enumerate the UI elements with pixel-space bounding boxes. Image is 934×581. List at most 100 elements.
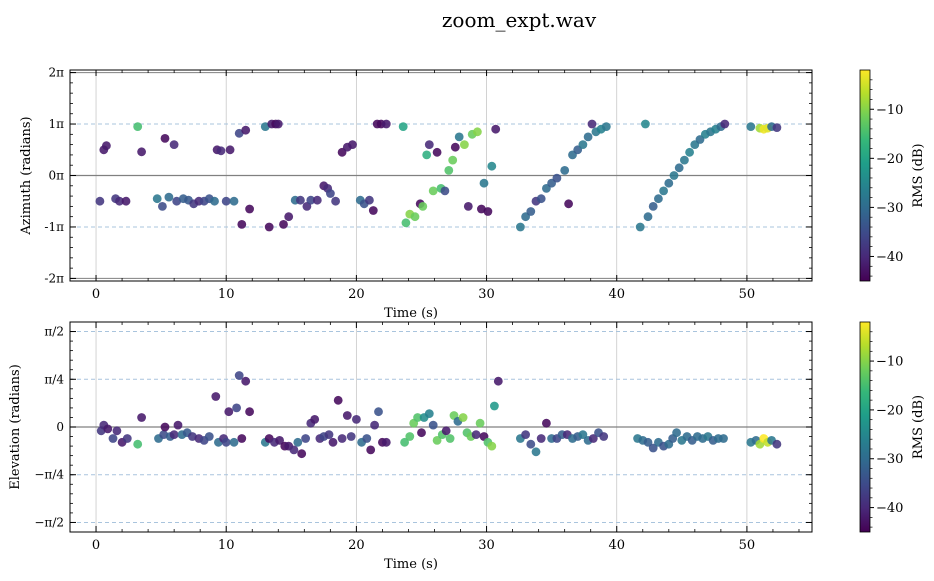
figure-title: zoom_expt.wav bbox=[442, 8, 597, 32]
data-point bbox=[635, 222, 645, 232]
data-point bbox=[491, 124, 501, 134]
colorbar-tick-label: −20 bbox=[876, 152, 903, 167]
data-point bbox=[531, 447, 541, 457]
y-tick-label: π/2 bbox=[44, 325, 64, 339]
data-point bbox=[441, 426, 451, 436]
data-point bbox=[473, 127, 482, 137]
data-point bbox=[564, 199, 573, 209]
data-point bbox=[133, 439, 143, 449]
data-point bbox=[578, 430, 588, 439]
data-point bbox=[381, 437, 391, 447]
data-point bbox=[400, 437, 409, 447]
data-point bbox=[526, 207, 536, 216]
data-point bbox=[521, 430, 530, 439]
x-tick-label: 30 bbox=[478, 538, 495, 553]
data-point bbox=[328, 437, 338, 447]
data-point bbox=[674, 163, 684, 173]
data-point bbox=[583, 132, 593, 142]
data-point bbox=[418, 202, 428, 211]
data-point bbox=[444, 166, 454, 175]
data-point bbox=[685, 147, 694, 157]
data-point bbox=[204, 432, 214, 441]
x-tick-label: 20 bbox=[348, 287, 365, 302]
data-point bbox=[588, 434, 598, 443]
x-tick-label: 20 bbox=[348, 538, 365, 553]
data-point bbox=[475, 418, 485, 428]
data-point bbox=[346, 432, 356, 441]
y-tick-label: π/4 bbox=[44, 372, 64, 386]
data-point bbox=[680, 155, 689, 165]
x-axis-label: Time (s) bbox=[384, 306, 438, 321]
colorbar-tick-label: −30 bbox=[876, 201, 903, 216]
data-point bbox=[746, 122, 756, 131]
colorbar-tick-label: −20 bbox=[876, 403, 903, 418]
y-tick-label: 1π bbox=[48, 117, 64, 131]
data-point bbox=[641, 119, 650, 129]
data-point bbox=[284, 212, 294, 222]
data-point bbox=[158, 202, 167, 211]
data-point bbox=[719, 434, 728, 443]
data-point bbox=[413, 413, 422, 422]
colorbar-tick-label: −40 bbox=[876, 501, 903, 516]
data-point bbox=[370, 420, 379, 430]
data-point bbox=[445, 434, 455, 443]
data-point bbox=[578, 140, 588, 150]
data-point bbox=[542, 418, 551, 428]
data-point bbox=[211, 392, 221, 401]
data-point bbox=[536, 194, 546, 204]
data-point bbox=[490, 401, 499, 411]
data-point bbox=[487, 441, 497, 451]
data-point bbox=[487, 161, 497, 171]
data-point bbox=[669, 171, 679, 180]
data-point bbox=[516, 222, 525, 232]
x-tick-label: 0 bbox=[92, 538, 100, 553]
data-point bbox=[102, 141, 111, 151]
data-point bbox=[103, 424, 113, 434]
data-point bbox=[432, 436, 442, 445]
colorbar-tick-label: −10 bbox=[876, 355, 903, 370]
data-point bbox=[289, 445, 299, 455]
y-tick-label: -2π bbox=[44, 271, 64, 285]
data-point bbox=[601, 122, 611, 131]
data-point bbox=[720, 119, 730, 129]
data-point bbox=[241, 125, 251, 135]
data-point bbox=[245, 204, 255, 214]
data-point bbox=[381, 119, 391, 129]
data-point bbox=[552, 173, 562, 183]
data-point bbox=[225, 145, 235, 155]
data-point bbox=[221, 196, 231, 206]
colorbar-tick-label: −10 bbox=[876, 103, 903, 118]
x-tick-label: 40 bbox=[608, 538, 625, 553]
data-point bbox=[648, 202, 658, 211]
colorbar-label: RMS (dB) bbox=[911, 395, 926, 459]
data-point bbox=[471, 430, 481, 439]
x-tick-label: 0 bbox=[92, 287, 100, 302]
x-tick-label: 10 bbox=[218, 287, 235, 302]
data-point bbox=[164, 192, 174, 202]
data-point bbox=[772, 123, 782, 132]
data-point bbox=[643, 212, 653, 222]
data-point bbox=[410, 212, 420, 222]
data-point bbox=[232, 403, 242, 413]
data-point bbox=[587, 119, 597, 129]
y-tick-label: 2π bbox=[48, 66, 64, 80]
data-point bbox=[241, 376, 251, 386]
data-point bbox=[428, 186, 438, 196]
data-point bbox=[245, 407, 255, 417]
data-point bbox=[172, 196, 182, 206]
data-point bbox=[115, 196, 124, 206]
data-point bbox=[224, 407, 234, 417]
data-point bbox=[424, 140, 434, 150]
data-point bbox=[648, 443, 658, 453]
data-point bbox=[483, 207, 493, 216]
y-tick-label: −π/4 bbox=[34, 468, 64, 482]
data-point bbox=[424, 409, 434, 418]
data-point bbox=[210, 196, 219, 206]
data-point bbox=[237, 434, 247, 443]
data-point bbox=[454, 132, 464, 142]
data-point bbox=[398, 122, 408, 131]
elevation-panel: 0 10 20 30 40 50 −π/2 −π/4 0 π/4 π/2 Time (s) Elevat… bbox=[8, 321, 926, 572]
data-point bbox=[458, 413, 468, 422]
data-point bbox=[221, 437, 231, 447]
